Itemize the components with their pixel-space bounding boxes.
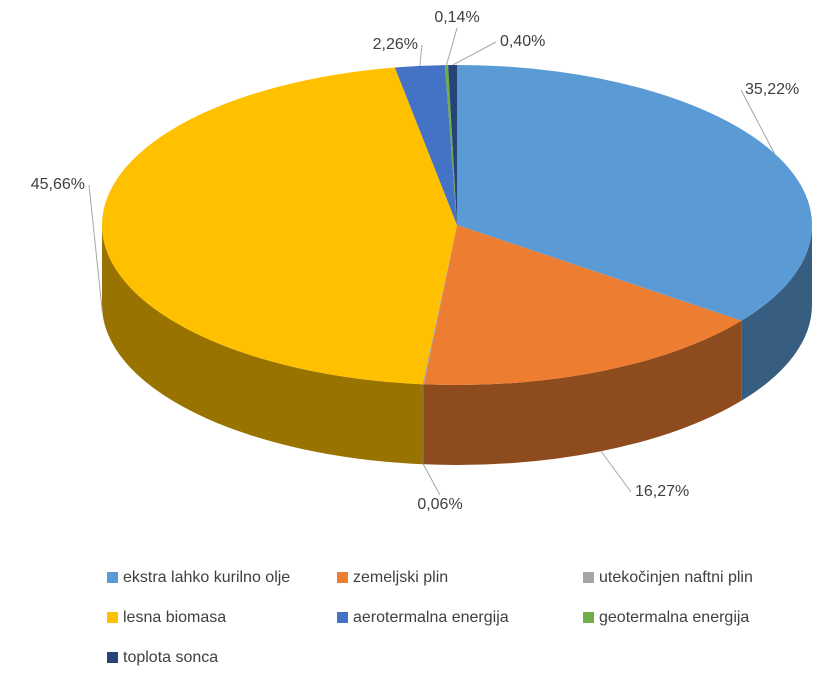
leader-line xyxy=(419,44,423,66)
slice xyxy=(101,67,457,385)
data-label: 0,14% xyxy=(434,9,479,26)
legend-swatch xyxy=(107,612,118,623)
leader-line xyxy=(600,450,632,493)
data-label: 0,40% xyxy=(500,33,545,50)
legend-label: toplota sonca xyxy=(123,649,218,666)
legend-label: aerotermalna energija xyxy=(353,609,509,626)
leader-line xyxy=(88,184,103,312)
legend-label: zemeljski plin xyxy=(353,569,448,586)
slice-side xyxy=(102,225,423,465)
slice-side xyxy=(423,320,742,465)
data-label: 16,27% xyxy=(635,483,689,500)
data-label: 35,22% xyxy=(745,81,799,98)
legend-label: lesna biomasa xyxy=(123,609,226,626)
data-label: 0,06% xyxy=(417,496,462,513)
leader-line xyxy=(452,41,497,66)
legend-swatch xyxy=(107,572,118,583)
legend-swatch xyxy=(583,572,594,583)
slice xyxy=(457,65,812,321)
legend-swatch xyxy=(337,612,348,623)
data-label: 45,66% xyxy=(31,176,85,193)
legend-label: utekočinjen naftni plin xyxy=(599,569,753,586)
leader-line xyxy=(422,464,441,496)
slice-side xyxy=(422,384,424,465)
leader-line xyxy=(446,27,458,66)
legend-label: geotermalna energija xyxy=(599,609,749,626)
slice xyxy=(423,225,742,385)
data-label: 2,26% xyxy=(373,36,418,53)
leader-line xyxy=(740,89,775,154)
slice xyxy=(394,65,457,225)
slice xyxy=(448,65,457,225)
legend-label: ekstra lahko kurilno olje xyxy=(123,569,290,586)
slice-side xyxy=(741,225,812,401)
slice xyxy=(444,65,457,225)
legend-swatch xyxy=(583,612,594,623)
legend-swatch xyxy=(107,652,118,663)
legend-swatch xyxy=(337,572,348,583)
slice xyxy=(422,225,457,385)
